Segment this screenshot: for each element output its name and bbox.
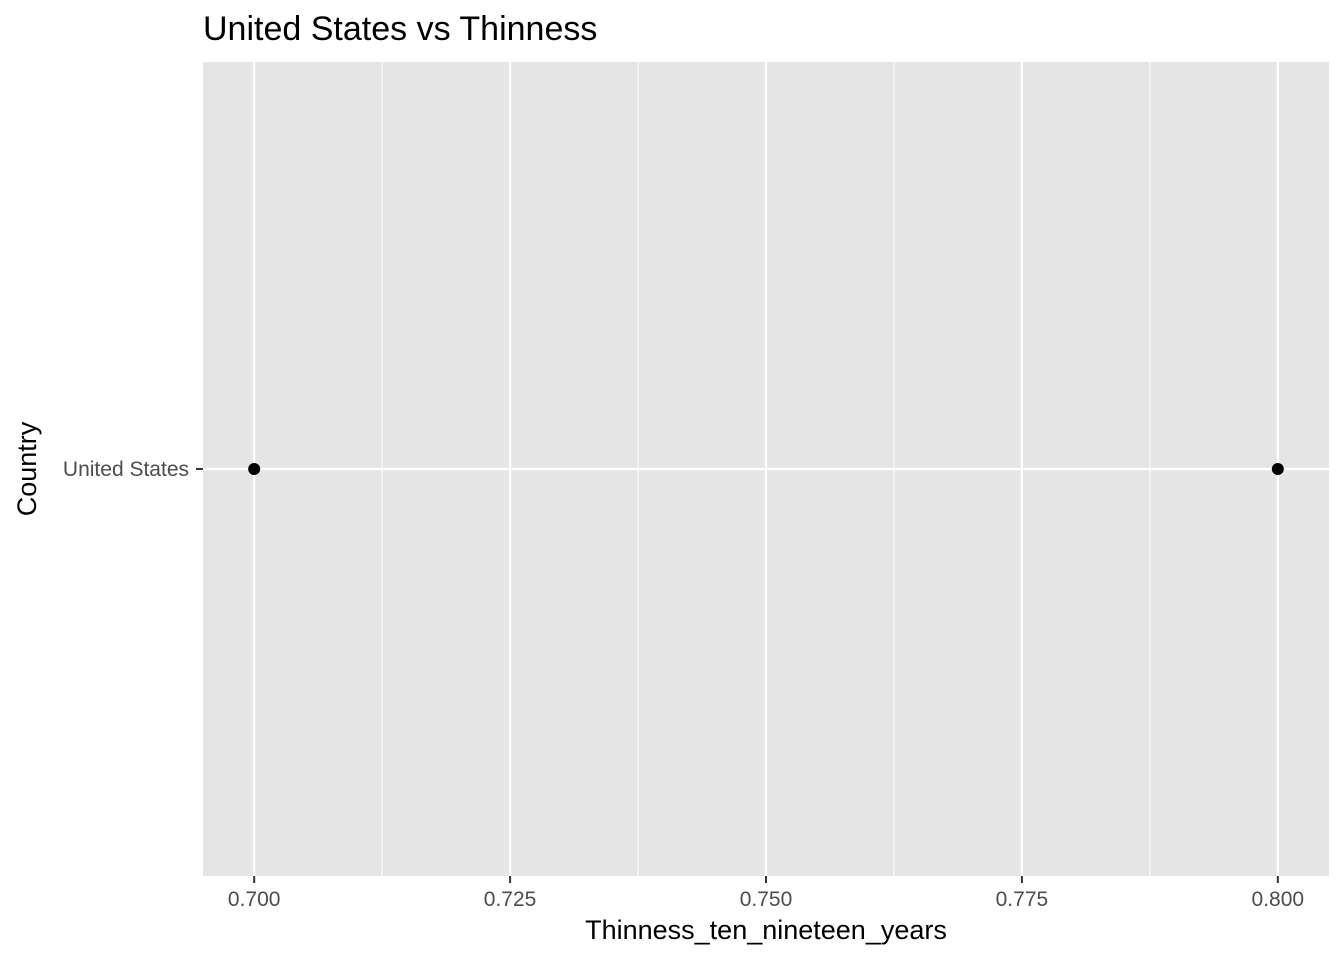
data-point: [1271, 463, 1284, 475]
data-points: [248, 463, 1284, 475]
x-tick-label: 0.800: [1252, 888, 1305, 911]
x-axis-ticks: 0.700 0.725 0.750 0.775 0.800: [228, 876, 1304, 911]
x-tick-label: 0.700: [228, 888, 281, 911]
grid-major-lines: [203, 62, 1329, 876]
x-tick-label: 0.775: [996, 888, 1049, 911]
x-tick-label: 0.725: [484, 888, 537, 911]
chart-title: United States vs Thinness: [203, 10, 597, 48]
x-axis-title: Thinness_ten_nineteen_years: [585, 915, 947, 945]
x-tick-label: 0.750: [740, 888, 793, 911]
data-point: [248, 463, 261, 475]
y-axis-ticks: United States: [63, 458, 203, 481]
y-tick-label: United States: [63, 458, 189, 481]
y-axis-title: Country: [12, 421, 42, 516]
